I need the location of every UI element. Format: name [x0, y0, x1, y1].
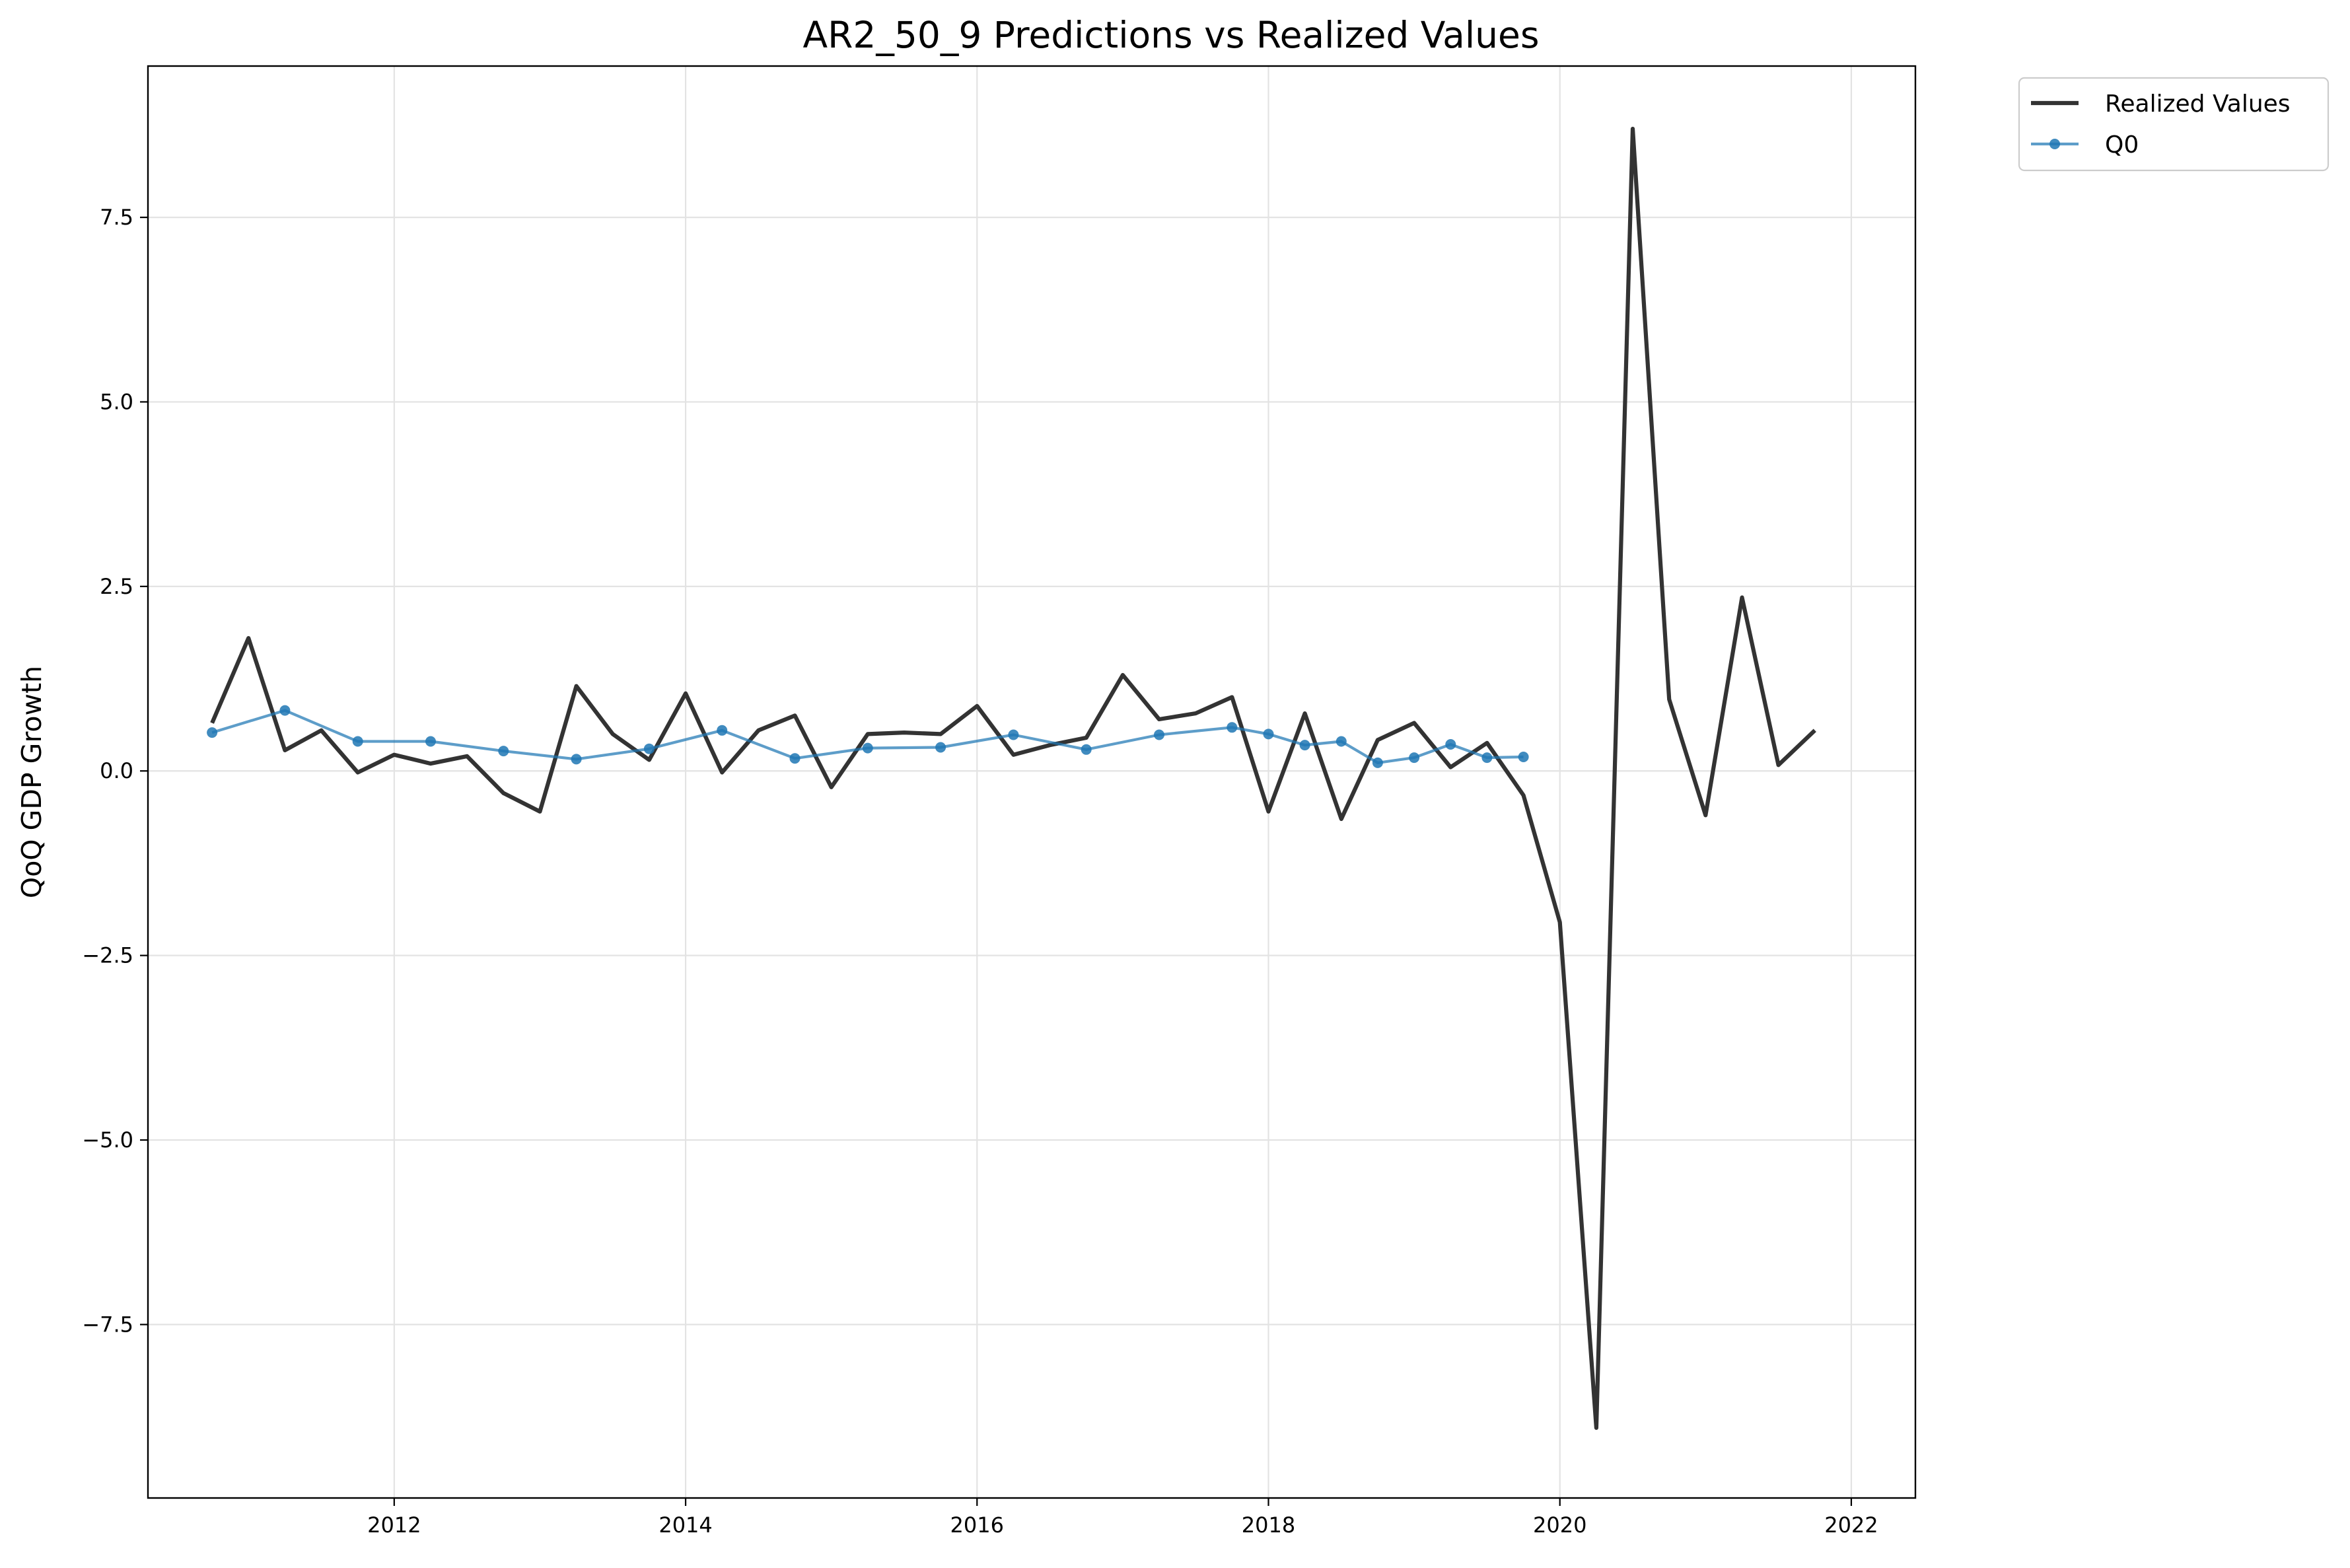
data-point: [279, 705, 291, 716]
y-axis: −7.5 −5.0 −2.5 0.0 2.5 5.0 7.5: [82, 205, 148, 1337]
chart-title: AR2_50_9 Predictions vs Realized Values: [803, 14, 1540, 56]
x-tick-label: 2012: [367, 1513, 421, 1538]
data-point: [643, 743, 655, 754]
x-tick-label: 2022: [1824, 1513, 1878, 1538]
data-point: [789, 753, 801, 764]
data-point: [1445, 739, 1456, 750]
legend-label: Realized Values: [2105, 90, 2291, 118]
x-axis: 2012 2014 2016 2018 2020 2022: [367, 1498, 1878, 1538]
data-point: [1227, 722, 1238, 733]
series-layer: [207, 126, 1816, 1430]
grid-layer: [148, 66, 1915, 1498]
data-point: [1335, 736, 1347, 747]
data-point: [207, 727, 218, 738]
y-tick-label: 0.0: [100, 758, 133, 783]
legend-box: [2018, 77, 2330, 172]
y-tick-label: 7.5: [100, 205, 133, 230]
data-point: [1081, 744, 1092, 755]
data-point: [1518, 752, 1529, 762]
data-point: [717, 725, 728, 736]
x-tick-label: 2020: [1533, 1513, 1586, 1538]
y-tick-label: −2.5: [82, 943, 133, 968]
x-tick-label: 2018: [1242, 1513, 1295, 1538]
series-line-realized-values: [210, 126, 1816, 1430]
y-tick-label: −7.5: [82, 1312, 133, 1337]
data-point: [935, 742, 946, 753]
data-point: [498, 746, 509, 757]
data-point: [571, 754, 582, 765]
legend-marker: [2049, 139, 2060, 149]
y-axis-title: QoQ GDP Growth: [16, 666, 48, 898]
y-tick-label: −5.0: [82, 1127, 133, 1153]
legend-label: Q0: [2105, 131, 2139, 159]
data-point: [1481, 752, 1493, 764]
data-point: [1409, 752, 1420, 764]
data-point: [1372, 757, 1383, 768]
y-tick-label: 5.0: [100, 389, 133, 414]
x-tick-label: 2016: [950, 1513, 1004, 1538]
legend: Realized Values Q0: [2018, 77, 2330, 172]
data-point: [352, 736, 363, 747]
x-tick-label: 2014: [659, 1513, 712, 1538]
data-point: [1154, 729, 1164, 740]
data-point: [1263, 729, 1274, 740]
y-tick-label: 2.5: [100, 574, 133, 599]
data-point: [862, 742, 873, 754]
data-point: [425, 736, 436, 747]
data-point: [1299, 740, 1310, 751]
data-point: [1008, 729, 1019, 740]
plot-frame: [147, 65, 1917, 1499]
